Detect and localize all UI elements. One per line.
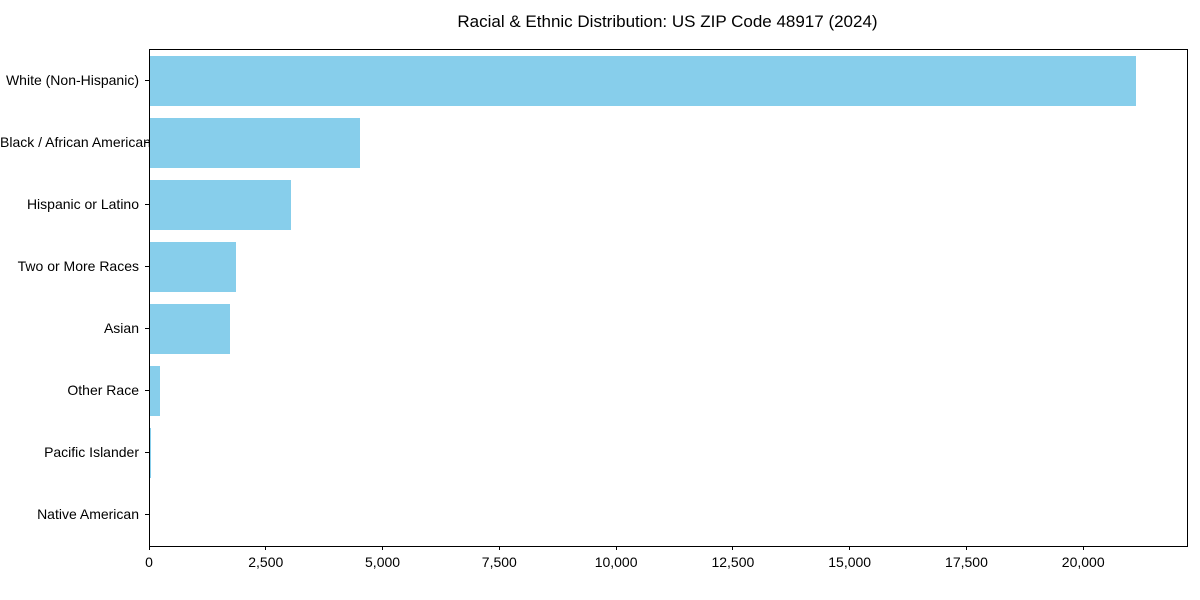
y-tick-mark	[145, 80, 149, 81]
y-tick-mark	[145, 514, 149, 515]
y-tick-label: Other Race	[67, 382, 139, 398]
x-tick-mark	[965, 546, 967, 550]
y-tick-label: Native American	[37, 506, 139, 522]
y-tick-label: White (Non-Hispanic)	[5, 72, 139, 88]
x-tick-mark	[732, 546, 734, 550]
x-tick-mark	[382, 546, 384, 550]
x-tick-label: 0	[145, 554, 153, 570]
x-tick-label: 17,500	[945, 554, 988, 570]
x-tick-mark	[615, 546, 617, 550]
x-tick-mark	[849, 546, 851, 550]
y-tick-mark	[145, 390, 149, 391]
bar-white-non-hispanic	[150, 56, 1136, 106]
y-tick-mark	[145, 266, 149, 267]
x-tick-mark	[1082, 546, 1084, 550]
x-tick-label: 2,500	[248, 554, 284, 570]
bar-hispanic-or-latino	[150, 180, 292, 230]
x-tick-label: 12,500	[711, 554, 755, 570]
y-tick-mark	[145, 328, 149, 329]
y-tick-mark	[145, 142, 149, 143]
y-tick-label: Hispanic or Latino	[26, 196, 139, 212]
x-tick-mark	[265, 546, 267, 550]
bar-other-race	[150, 366, 161, 416]
bar-two-or-more-races	[150, 242, 236, 292]
x-tick-label: 7,500	[481, 554, 517, 570]
y-tick-label: Black / African American	[0, 134, 151, 150]
y-tick-label: Pacific Islander	[44, 444, 139, 460]
x-tick-mark	[498, 546, 500, 550]
y-tick-mark	[145, 452, 149, 453]
bar-black-african-american	[150, 118, 361, 168]
plot-area	[149, 49, 1188, 547]
y-tick-label: Two or More Races	[17, 258, 139, 274]
x-tick-label: 5,000	[365, 554, 401, 570]
x-tick-mark	[148, 546, 150, 550]
x-tick-label: 15,000	[828, 554, 872, 570]
y-tick-label: Asian	[103, 320, 139, 336]
chart-title: Racial & Ethnic Distribution: US ZIP Cod…	[457, 12, 878, 31]
x-tick-label: 10,000	[594, 554, 638, 570]
y-tick-mark	[145, 204, 149, 205]
x-tick-label: 20,000	[1061, 554, 1105, 570]
bar-pacific-islander	[150, 428, 151, 478]
bar-asian	[150, 304, 230, 354]
